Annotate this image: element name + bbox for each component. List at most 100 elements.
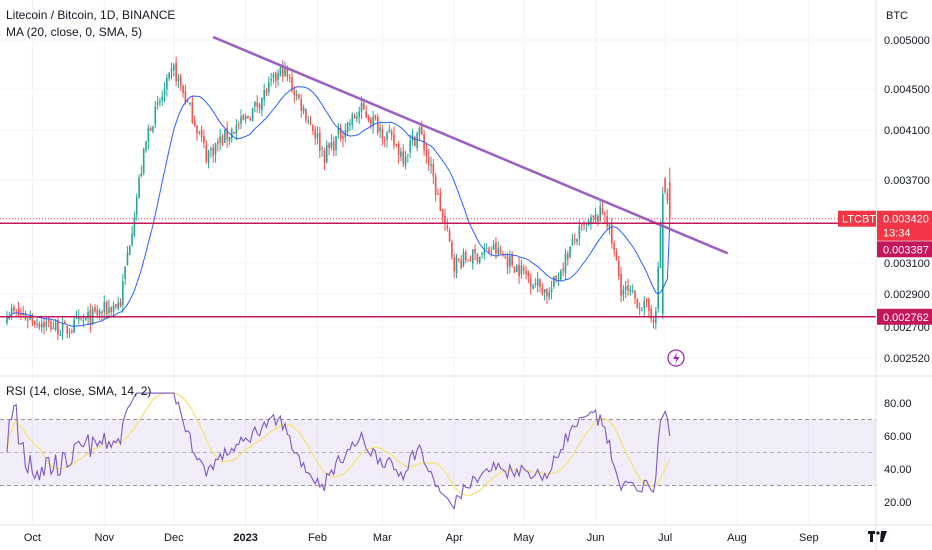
symbol-tag <box>838 210 876 227</box>
candle-body <box>45 321 48 327</box>
candle-body <box>573 239 576 241</box>
candle-body <box>61 322 64 333</box>
candle-body <box>349 123 351 126</box>
candle-body <box>506 256 509 268</box>
price-tick-label: 0.002900 <box>884 289 930 301</box>
time-tick-label: Aug <box>727 532 747 544</box>
ma-indicator-label[interactable]: MA (20, close, 0, SMA, 5) <box>6 25 143 39</box>
candle-body <box>634 290 636 299</box>
candle-body <box>388 129 391 132</box>
candle-body <box>205 145 208 162</box>
candle-body <box>135 197 138 215</box>
descending-trendline[interactable] <box>212 35 729 255</box>
candle-body <box>643 300 646 309</box>
candle-body <box>652 320 655 323</box>
candle-body <box>529 278 532 287</box>
candle-body <box>140 173 143 177</box>
candle-body <box>328 143 330 149</box>
candle-body <box>434 176 437 195</box>
candle-body <box>286 68 289 78</box>
candle-body <box>112 305 115 312</box>
candle-body <box>372 117 374 127</box>
candle-body <box>499 249 502 254</box>
last-price-tag <box>877 210 932 241</box>
rsi-axis[interactable]: 80.00 60.00 40.00 20.00 <box>884 398 912 509</box>
candle-body <box>395 144 398 146</box>
candle-body <box>263 90 266 100</box>
candle-body <box>430 164 432 167</box>
candle-body <box>200 129 203 137</box>
time-tick-label: Jun <box>587 532 605 544</box>
candle-body <box>71 330 73 332</box>
time-axis[interactable]: Oct Nov Dec 2023 Feb Mar Apr May Jun Jul Aug Sep <box>24 532 819 544</box>
candle-body <box>661 193 664 314</box>
rsi-indicator-label[interactable]: RSI (14, close, SMA, 14, 2) <box>6 384 152 398</box>
candle-body <box>594 213 597 220</box>
candle-body <box>117 302 120 309</box>
candle-body <box>648 299 650 311</box>
candle-body <box>455 257 458 274</box>
candle-body <box>57 319 59 335</box>
time-tick-label: Nov <box>95 532 115 544</box>
candle-body <box>365 111 367 118</box>
candle-body <box>87 311 89 319</box>
price-tick-label: 0.004500 <box>884 84 930 96</box>
candle-body <box>604 213 606 215</box>
price-tick-label: 0.005000 <box>884 35 930 47</box>
candle-body <box>268 81 270 93</box>
candle-body <box>298 94 300 99</box>
candle-body <box>38 323 41 327</box>
candle-body <box>98 310 101 315</box>
ma-line <box>6 86 671 327</box>
candle-body <box>101 312 103 314</box>
candle-body <box>383 139 386 141</box>
candle-body <box>223 129 226 143</box>
candle-body <box>351 114 354 126</box>
rsi-tick-label: 40.00 <box>884 464 912 476</box>
candle-body <box>256 102 259 107</box>
candle-body <box>543 289 546 293</box>
lightning-icon[interactable] <box>667 349 685 367</box>
candle-body <box>166 77 168 90</box>
candle-body <box>504 257 507 259</box>
candle-body <box>666 193 669 201</box>
candle-body <box>182 85 184 93</box>
candle-body <box>518 264 520 277</box>
candle-body <box>318 132 321 151</box>
candle-body <box>478 256 481 263</box>
time-tick-label: Oct <box>24 532 41 544</box>
candle-body <box>569 246 571 258</box>
candle-body <box>50 321 52 330</box>
candle-body <box>96 309 99 316</box>
candle-body <box>641 310 643 312</box>
rsi-ma-line <box>6 392 671 496</box>
candle-body <box>520 265 523 275</box>
candle-body <box>29 317 31 320</box>
candle-body <box>356 116 358 119</box>
candle-body <box>288 77 291 79</box>
candle-body <box>52 328 55 330</box>
candle-body <box>464 251 467 261</box>
candle-body <box>6 318 8 324</box>
time-tick-label: Dec <box>164 532 184 544</box>
price-axis[interactable]: 0.005000 0.004500 0.004100 0.003700 0.003100… <box>884 35 930 365</box>
candle-body <box>20 312 22 316</box>
candle-body <box>196 124 198 134</box>
candle-body <box>386 132 388 140</box>
candle-body <box>36 323 38 325</box>
candle-body <box>212 147 215 157</box>
candle-body <box>265 90 268 94</box>
candle-body <box>469 260 472 262</box>
candle-body <box>608 223 611 228</box>
candle-body <box>80 318 82 320</box>
currency-label[interactable]: BTC <box>886 10 908 22</box>
chart-title[interactable]: Litecoin / Bitcoin, 1D, BINANCE <box>6 8 176 22</box>
candle-body <box>272 74 275 79</box>
candle-body <box>462 252 465 267</box>
candle-body <box>228 136 231 141</box>
candle-body <box>599 206 602 222</box>
time-tick-label: 2023 <box>233 532 257 544</box>
support-tag-label: 0.002762 <box>883 312 929 324</box>
candle-body <box>126 252 129 266</box>
